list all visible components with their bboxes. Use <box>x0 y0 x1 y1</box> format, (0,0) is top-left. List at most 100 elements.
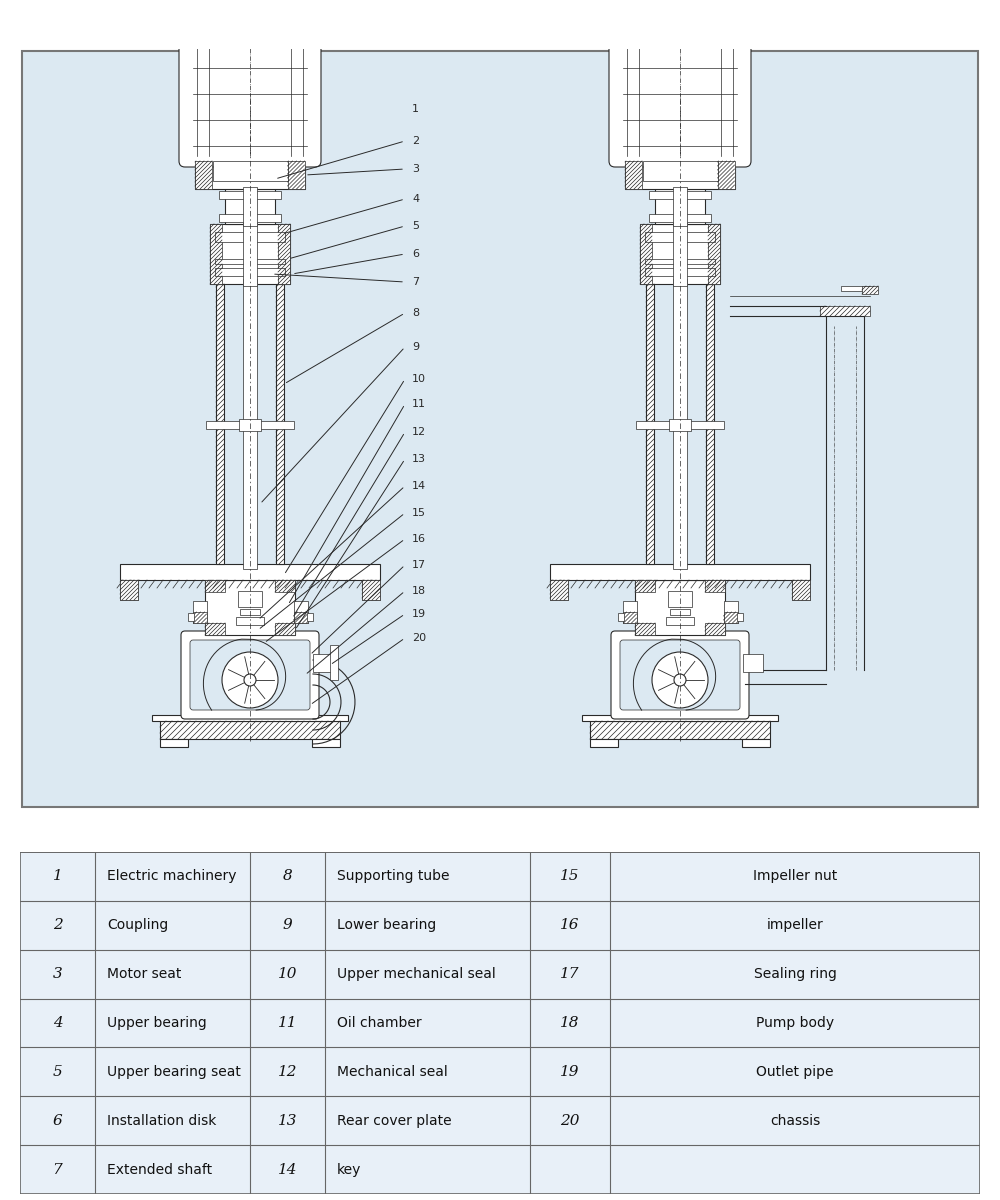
Text: 10: 10 <box>412 374 426 384</box>
FancyBboxPatch shape <box>179 0 321 167</box>
Bar <box>239 419 261 431</box>
Bar <box>792 580 810 600</box>
Bar <box>862 286 878 294</box>
Text: Extended shaft: Extended shaft <box>107 1163 212 1176</box>
Bar <box>668 590 692 607</box>
Text: 6: 6 <box>412 248 419 259</box>
Text: Rear cover plate: Rear cover plate <box>337 1114 452 1128</box>
Bar <box>642 161 718 181</box>
Bar <box>654 284 706 564</box>
Bar <box>238 590 262 607</box>
Bar <box>224 284 276 564</box>
Bar <box>160 739 188 746</box>
Bar <box>275 623 295 635</box>
Text: 10: 10 <box>278 967 297 982</box>
Circle shape <box>244 674 256 686</box>
Text: 15: 15 <box>560 870 580 883</box>
Bar <box>210 224 222 284</box>
Bar <box>673 278 687 569</box>
Bar <box>215 268 285 276</box>
Bar <box>192 601 207 623</box>
Text: Mechanical seal: Mechanical seal <box>337 1064 448 1079</box>
Bar <box>705 623 725 635</box>
Text: 17: 17 <box>412 560 426 570</box>
Bar <box>236 617 264 625</box>
Text: 13: 13 <box>412 454 426 464</box>
Bar <box>635 623 655 635</box>
Bar <box>550 564 810 580</box>
Bar <box>160 721 340 739</box>
Bar <box>625 161 642 188</box>
Bar <box>120 564 380 580</box>
Bar <box>225 188 275 224</box>
Text: 19: 19 <box>412 608 426 619</box>
Bar <box>640 224 652 284</box>
Bar <box>625 161 735 188</box>
Text: impeller: impeller <box>767 918 823 932</box>
Bar <box>590 739 618 746</box>
Bar <box>550 580 568 600</box>
Bar <box>219 214 281 222</box>
Text: Sealing ring: Sealing ring <box>754 967 836 982</box>
Text: 18: 18 <box>412 586 426 596</box>
Bar <box>216 284 224 564</box>
Bar <box>666 617 694 625</box>
Bar <box>205 623 225 635</box>
Bar <box>205 580 295 635</box>
Bar <box>120 580 138 600</box>
Bar <box>550 580 568 600</box>
Bar <box>240 608 260 614</box>
FancyBboxPatch shape <box>609 0 751 167</box>
Bar <box>705 580 725 592</box>
FancyBboxPatch shape <box>614 0 746 8</box>
Text: chassis: chassis <box>770 1114 820 1128</box>
Text: 11: 11 <box>412 398 426 409</box>
Bar <box>306 613 312 622</box>
FancyBboxPatch shape <box>184 0 316 8</box>
Text: 1: 1 <box>412 104 419 114</box>
Bar <box>243 187 257 226</box>
Text: Impeller nut: Impeller nut <box>753 870 837 883</box>
Bar <box>645 232 715 242</box>
Bar <box>622 601 637 623</box>
Text: 12: 12 <box>412 427 426 437</box>
Bar <box>243 222 257 286</box>
Bar <box>636 421 724 428</box>
Bar <box>646 284 654 564</box>
Text: 19: 19 <box>560 1064 580 1079</box>
Bar <box>212 161 288 181</box>
Bar <box>275 580 295 592</box>
Bar <box>215 232 285 242</box>
Text: 11: 11 <box>278 1016 297 1030</box>
FancyBboxPatch shape <box>620 640 740 710</box>
Bar <box>288 161 304 188</box>
Text: 13: 13 <box>278 1114 297 1128</box>
Text: Electric machinery: Electric machinery <box>107 870 237 883</box>
Bar <box>841 286 870 290</box>
Text: 17: 17 <box>560 967 580 982</box>
Text: Oil chamber: Oil chamber <box>337 1016 422 1030</box>
Text: Upper bearing: Upper bearing <box>107 1016 207 1030</box>
Text: 3: 3 <box>412 164 419 174</box>
Text: 15: 15 <box>412 508 426 518</box>
Text: 16: 16 <box>560 918 580 932</box>
Text: 3: 3 <box>53 967 62 982</box>
Bar <box>655 188 705 224</box>
Bar <box>330 646 338 680</box>
Text: Motor seat: Motor seat <box>107 967 181 982</box>
Bar <box>278 224 290 284</box>
Bar <box>708 224 720 284</box>
Bar <box>195 161 305 188</box>
Text: 20: 20 <box>560 1114 580 1128</box>
FancyBboxPatch shape <box>611 631 749 719</box>
Bar <box>670 608 690 614</box>
Bar <box>736 613 742 622</box>
Bar <box>669 419 691 431</box>
Bar <box>313 654 333 672</box>
Bar <box>294 601 308 623</box>
Text: 20: 20 <box>412 634 426 643</box>
Bar <box>276 284 284 564</box>
Text: 5: 5 <box>53 1064 62 1079</box>
Bar <box>640 224 720 284</box>
Bar <box>206 421 294 428</box>
